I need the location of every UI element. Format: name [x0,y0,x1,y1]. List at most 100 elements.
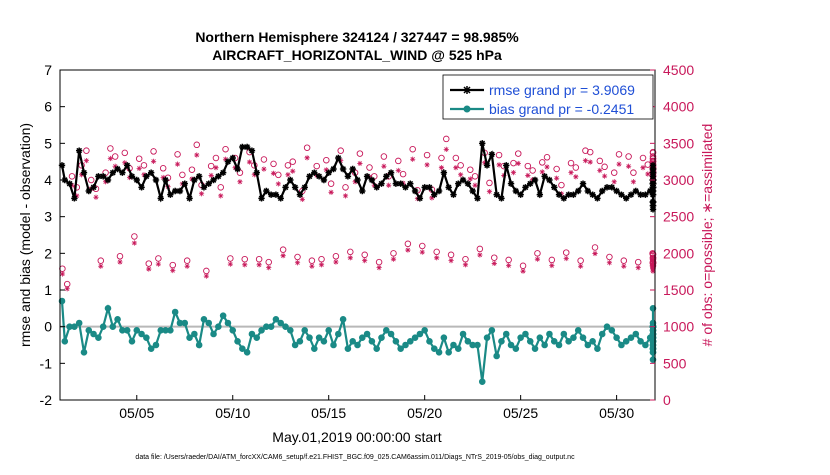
obs-possible-marker [323,156,330,164]
obs-possible-marker [606,253,613,261]
bias-point [649,356,657,363]
bias-point [378,334,385,341]
bias-point [167,327,174,334]
obs-possible-marker [270,160,277,168]
obs-assimilated-marker [650,159,656,165]
obs-possible-marker [116,253,124,260]
obs-possible-marker [174,151,181,158]
bias-point [191,330,198,338]
rmse-point [649,191,657,198]
obs-possible-marker [121,149,129,157]
obs-assimilated-marker [112,163,118,169]
obs-assimilated-marker [318,262,325,268]
obs-assimilated-marker [645,171,651,177]
rmse-point [411,187,419,195]
rmse-point [311,169,318,176]
obs-possible-marker [423,151,431,159]
bias-point [147,345,155,352]
rmse-point [181,180,188,187]
obs-possible-marker [241,255,248,263]
obs-assimilated-marker [630,179,637,185]
obs-possible-marker [601,163,608,171]
obs-assimilated-marker [510,170,517,176]
bias-point [493,352,500,360]
rmse-point [219,169,227,176]
bias-point [589,338,596,345]
rmse-point [642,191,649,198]
rmse-point [402,184,409,191]
obs-assimilated-marker [650,268,656,274]
bias-point [186,334,193,341]
obs-assimilated-marker [597,167,603,174]
obs-assimilated-marker [146,266,152,272]
obs-possible-marker [649,153,657,160]
rmse-point [119,169,126,176]
rmse-point [649,198,657,206]
rmse-point [167,191,174,198]
obs-assimilated-marker [256,262,262,268]
bias-point [219,312,227,319]
rmse-point [349,165,356,173]
obs-possible-marker [318,255,325,263]
obs-assimilated-marker [563,255,569,262]
bias-point [200,316,208,323]
obs-possible-marker [356,150,364,157]
rmse-point [649,202,657,209]
rmse-point [368,176,376,184]
chart-subtitle: AIRCRAFT_HORIZONTAL_WIND @ 525 hPa [212,47,502,63]
plot-frame [59,69,656,401]
obs-possible-marker [634,258,642,266]
obs-possible-marker [567,159,575,167]
rmse-point [354,176,361,184]
bias-point [114,316,121,323]
rmse-point [623,195,630,202]
rmse-point [373,184,380,191]
obs-possible-marker [135,155,143,162]
obs-possible-marker [299,187,306,195]
obs-possible-marker [145,260,153,267]
obs-possible-marker [467,166,474,173]
x-tick-label: 05/30 [599,405,634,421]
obs-possible-marker [361,251,368,259]
rmse-point [637,191,644,198]
x-tick-label: 05/10 [215,405,250,421]
obs-assimilated-marker [98,263,104,269]
bias-point [335,330,342,338]
rmse-point [359,187,366,195]
bias-point [502,330,510,338]
rmse-point [560,195,568,202]
rmse-point [498,195,505,202]
bias-point [464,338,472,345]
obs-assimilated-marker [170,267,176,274]
bias-point [95,334,102,341]
obs-assimilated-marker [429,195,435,201]
bias-point [411,334,419,341]
rmse-point [431,191,438,198]
rmse-point [123,162,131,169]
obs-possible-marker [615,151,623,158]
obs-assimilated-marker [83,158,89,164]
obs-assimilated-marker [515,160,521,167]
legend-entry-label: bias grand pr = -0.2451 [489,101,634,117]
rmse-point [104,176,112,184]
bias-point [128,338,136,345]
rmse-point [335,154,342,162]
obs-assimilated-marker [294,260,301,266]
obs-assimilated-marker [155,261,161,267]
obs-possible-marker [155,255,162,262]
bias-point [71,323,78,330]
obs-possible-marker [505,256,512,264]
rmse-point [282,184,289,191]
obs-assimilated-marker [467,176,473,182]
rmse-point [527,180,534,187]
rmse-point [75,147,83,154]
obs-possible-marker [447,251,455,259]
obs-assimilated-marker [438,165,445,171]
obs-assimilated-marker [434,255,440,261]
bias-point [618,341,625,349]
rmse-point [320,176,328,184]
obs-assimilated-marker [299,196,305,202]
bias-point [104,305,112,312]
y-right-tick-label: 3000 [663,172,694,188]
